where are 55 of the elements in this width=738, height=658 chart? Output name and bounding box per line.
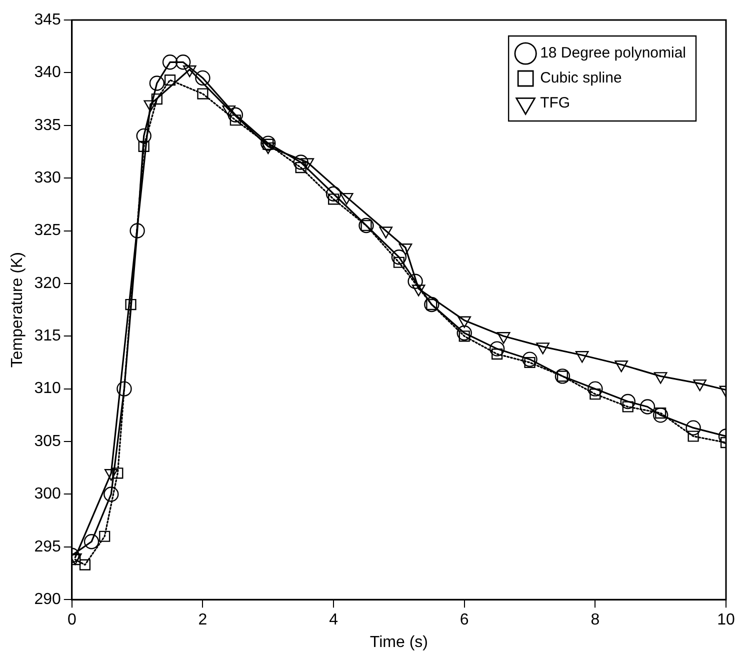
point bbox=[326, 186, 342, 202]
y-tick-label: 295 bbox=[34, 538, 61, 556]
point bbox=[588, 381, 603, 396]
point bbox=[162, 54, 178, 70]
point bbox=[79, 559, 91, 570]
point bbox=[293, 154, 308, 170]
x-tick-label: 10 bbox=[717, 612, 735, 629]
x-tick-label: 6 bbox=[460, 612, 469, 629]
point bbox=[164, 74, 176, 86]
point bbox=[688, 430, 699, 442]
point bbox=[175, 54, 191, 70]
point bbox=[640, 399, 656, 414]
point bbox=[84, 534, 100, 550]
y-tick-label: 330 bbox=[34, 169, 61, 186]
point bbox=[149, 76, 165, 91]
y-tick-label: 335 bbox=[34, 116, 61, 134]
y-tick-label: 305 bbox=[34, 432, 61, 450]
point bbox=[522, 352, 538, 367]
point bbox=[116, 381, 132, 396]
y-axis-title: Temperature (K) bbox=[9, 252, 26, 368]
legend-label: TFG bbox=[540, 94, 570, 112]
x-tick-label: 8 bbox=[590, 612, 600, 629]
legend-label: Cubic spline bbox=[540, 70, 622, 87]
point bbox=[197, 88, 208, 100]
x-tick-label: 0 bbox=[67, 612, 76, 629]
x-tick-label: 2 bbox=[198, 612, 208, 629]
point bbox=[136, 128, 152, 144]
point bbox=[652, 408, 668, 423]
point bbox=[125, 298, 136, 310]
y-tick-label: 340 bbox=[34, 64, 61, 82]
y-tick-label: 320 bbox=[34, 274, 61, 292]
point bbox=[112, 468, 124, 479]
y-tick-label: 310 bbox=[34, 380, 61, 398]
point bbox=[195, 70, 210, 86]
point bbox=[456, 325, 472, 341]
point bbox=[138, 140, 150, 152]
legend-label: 18 Degree polynomial bbox=[540, 44, 686, 62]
point bbox=[408, 274, 423, 289]
point bbox=[391, 250, 407, 265]
y-tick-label: 290 bbox=[34, 591, 61, 608]
point bbox=[130, 223, 145, 238]
point bbox=[228, 107, 244, 122]
point bbox=[260, 136, 276, 151]
y-tick-label: 300 bbox=[34, 486, 61, 503]
x-axis-title: Time (s) bbox=[370, 634, 428, 651]
point bbox=[104, 486, 119, 502]
y-tick-label: 345 bbox=[34, 11, 61, 28]
point bbox=[151, 93, 162, 105]
point bbox=[686, 420, 701, 436]
y-tick-label: 315 bbox=[34, 328, 61, 345]
point bbox=[620, 394, 636, 410]
point bbox=[489, 341, 505, 356]
point bbox=[99, 530, 110, 542]
y-tick-label: 325 bbox=[34, 222, 61, 240]
x-tick-label: 4 bbox=[329, 612, 338, 629]
